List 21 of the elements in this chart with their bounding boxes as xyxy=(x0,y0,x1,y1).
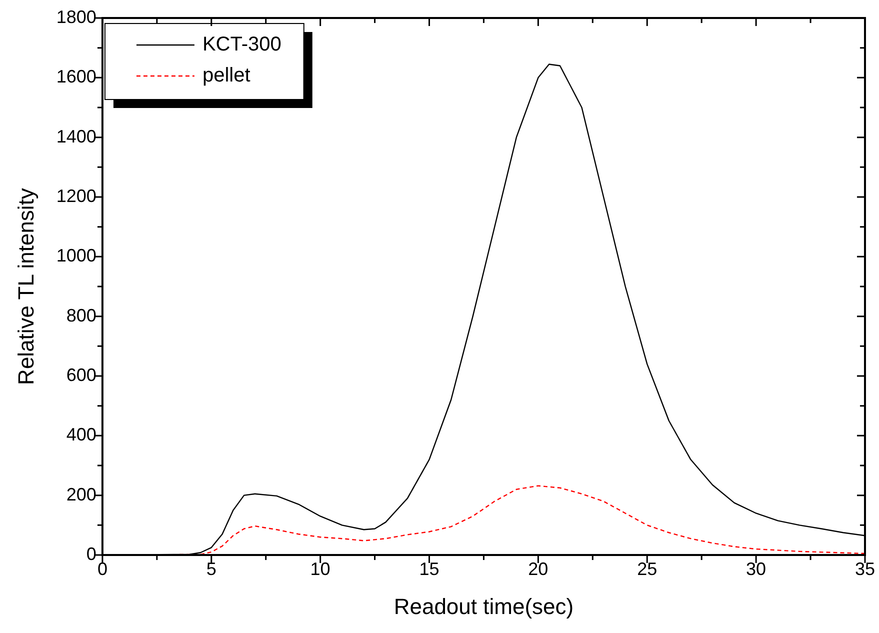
y-axis-title: Relative TL intensity xyxy=(13,188,38,385)
y-tick-label: 1400 xyxy=(56,126,96,146)
x-tick-label: 5 xyxy=(206,558,216,579)
y-tick-label: 800 xyxy=(66,305,96,326)
x-tick-label: 15 xyxy=(419,558,440,579)
y-tick-label: 200 xyxy=(66,484,96,504)
legend-label: KCT-300 xyxy=(202,34,282,56)
y-tick-label: 600 xyxy=(66,364,96,385)
y-tick-label: 1000 xyxy=(56,246,96,266)
x-axis-title: Readout time(sec) xyxy=(394,594,574,619)
x-tick-label: 35 xyxy=(854,558,876,579)
y-tick-label: 1600 xyxy=(56,66,96,87)
legend-label: pellet xyxy=(202,64,251,87)
x-tick-label: 30 xyxy=(746,558,766,579)
y-tick-label: 0 xyxy=(86,544,96,564)
y-tick-label: 1800 xyxy=(56,6,96,27)
x-tick-label: 25 xyxy=(637,558,658,579)
x-tick-label: 20 xyxy=(528,558,548,579)
y-tick-label: 400 xyxy=(66,424,96,445)
x-tick-label: 10 xyxy=(310,558,330,579)
y-tick-label: 1200 xyxy=(56,186,96,206)
